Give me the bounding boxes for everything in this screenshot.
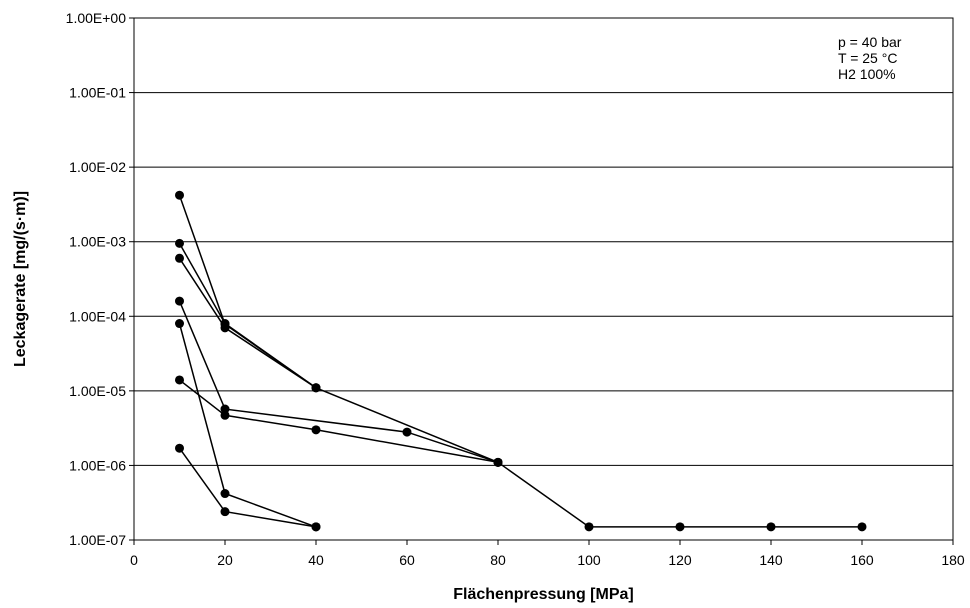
annotation-gas: H2 100% xyxy=(838,66,896,82)
condition-annotation: p = 40 bar T = 25 °C H2 100% xyxy=(838,34,902,82)
x-tick-label: 140 xyxy=(759,552,783,568)
data-point xyxy=(311,425,321,435)
data-point xyxy=(493,457,503,467)
x-axis-ticks: 0 20 40 60 80 100 120 140 160 180 xyxy=(130,540,965,568)
data-point xyxy=(311,383,321,393)
data-point xyxy=(175,296,184,306)
gridlines xyxy=(134,92,953,466)
x-tick-label: 160 xyxy=(850,552,874,568)
x-tick-label: 0 xyxy=(130,552,138,568)
data-point xyxy=(402,427,412,437)
series-line xyxy=(178,447,317,528)
y-tick-label: 1.00E-02 xyxy=(69,159,126,175)
data-point xyxy=(175,319,184,329)
series-points xyxy=(175,190,867,532)
x-tick-label: 80 xyxy=(490,552,506,568)
data-point xyxy=(220,507,230,517)
x-axis-title: Flächenpressung [MPa] xyxy=(453,586,633,603)
series-line xyxy=(178,300,499,464)
series-line xyxy=(179,379,499,464)
y-tick-label: 1.00E-06 xyxy=(69,457,126,473)
x-tick-label: 180 xyxy=(941,552,965,568)
annotation-temperature: T = 25 °C xyxy=(838,50,897,66)
series-line xyxy=(178,194,862,528)
plot-frame xyxy=(133,17,954,541)
data-point xyxy=(220,489,230,499)
data-point xyxy=(175,253,184,263)
y-tick-label: 1.00E-04 xyxy=(69,308,126,324)
x-tick-label: 120 xyxy=(668,552,692,568)
series-lines xyxy=(178,194,862,528)
data-point xyxy=(584,522,594,532)
data-point xyxy=(175,443,184,453)
annotation-pressure: p = 40 bar xyxy=(838,34,902,50)
data-point xyxy=(220,323,230,333)
data-point xyxy=(311,522,321,532)
data-point xyxy=(675,522,685,532)
y-tick-label: 1.00E-03 xyxy=(69,234,126,250)
x-tick-label: 40 xyxy=(308,552,324,568)
data-point xyxy=(766,522,776,532)
y-tick-label: 1.00E-07 xyxy=(69,532,126,548)
series-line xyxy=(178,323,317,528)
series-line xyxy=(178,257,317,389)
data-point xyxy=(857,522,867,532)
data-point xyxy=(175,190,184,200)
data-point xyxy=(220,410,230,420)
x-tick-label: 20 xyxy=(217,552,233,568)
data-point xyxy=(220,404,230,414)
data-point xyxy=(175,375,184,385)
x-tick-label: 60 xyxy=(399,552,415,568)
y-tick-label: 1.00E-01 xyxy=(69,85,126,101)
data-point xyxy=(175,238,184,248)
y-axis-ticks: 1.00E-07 1.00E-06 1.00E-05 1.00E-04 1.00E-03… xyxy=(66,10,134,548)
series-line xyxy=(178,243,317,389)
y-tick-label: 1.00E+00 xyxy=(66,10,127,26)
y-tick-label: 1.00E-05 xyxy=(69,383,126,399)
x-tick-label: 100 xyxy=(577,552,601,568)
y-axis-title: Leckagerate [mg/(s·m)] xyxy=(12,191,29,367)
